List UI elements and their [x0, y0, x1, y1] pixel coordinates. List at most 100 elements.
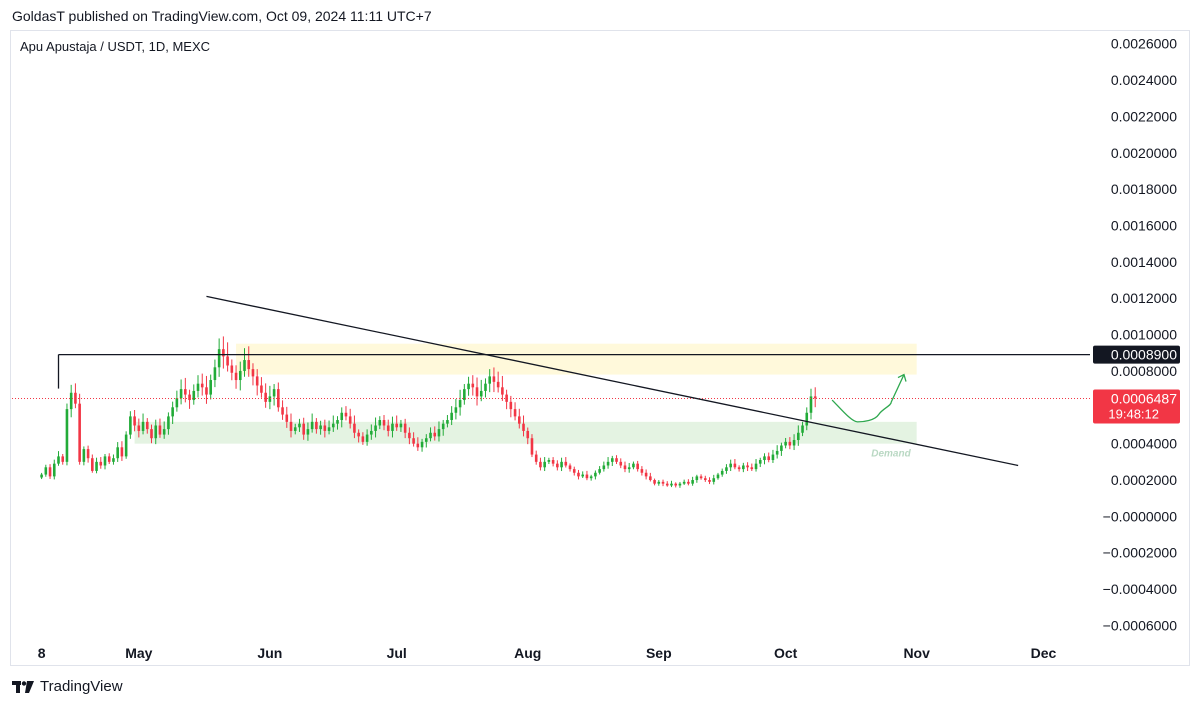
candle-body: [230, 365, 234, 373]
candle-body: [145, 421, 149, 430]
candle-body: [184, 389, 187, 395]
candle-body: [65, 409, 69, 462]
candle-body: [124, 434, 128, 457]
candle-body: [154, 425, 158, 439]
candle-body: [598, 469, 601, 473]
candle-body: [340, 412, 344, 421]
candle-body: [103, 456, 107, 466]
candle-body: [315, 421, 318, 430]
symbol-title: Apu Apustaja / USDT, 1D, MEXC: [20, 39, 211, 54]
demand-label: Demand: [871, 449, 911, 460]
candle-body: [298, 423, 301, 428]
candle-body: [441, 423, 445, 430]
candle-body: [543, 461, 546, 468]
candle-body: [403, 423, 407, 433]
candle-body: [526, 430, 530, 439]
candle-body: [801, 425, 804, 433]
candle-body: [78, 403, 81, 462]
price-tick-label: −0.0004000: [1103, 581, 1178, 597]
last-price-label: 0.0006487: [1111, 390, 1177, 406]
candle-body: [374, 425, 377, 431]
candle-body: [581, 474, 585, 477]
footer-brand[interactable]: TradingView: [12, 678, 123, 695]
candle-body: [61, 456, 65, 462]
candle-body: [361, 436, 365, 442]
candle-body: [594, 472, 597, 477]
candle-body: [556, 463, 559, 468]
drawings-layer: [12, 295, 1090, 467]
candle-body: [196, 383, 200, 391]
candle-body: [255, 376, 259, 386]
candle-body: [450, 412, 453, 421]
time-axis[interactable]: 8 May Jun Jul Aug Sep Oct Nov Dec: [38, 645, 1057, 661]
candle-body: [530, 438, 534, 455]
candle-body: [217, 349, 221, 368]
candle-body: [222, 349, 225, 357]
candle-body: [52, 463, 56, 477]
price-tick-label: 0.0026000: [1111, 36, 1177, 52]
candle-body: [158, 425, 162, 435]
candle-body: [327, 427, 331, 431]
candle-body: [247, 360, 251, 370]
candle-body: [733, 463, 737, 468]
candle-body: [496, 381, 500, 388]
candle-body: [475, 387, 479, 397]
candle-body: [40, 474, 43, 478]
candle-body: [420, 441, 424, 448]
zones-layer: Demand: [134, 343, 917, 460]
candle-body: [488, 376, 492, 384]
candle-body: [522, 423, 525, 431]
candle-body: [467, 383, 470, 390]
candle-body: [792, 440, 796, 446]
time-tick-label: Dec: [1031, 645, 1057, 661]
price-tick-label: −0.0002000: [1103, 545, 1178, 561]
countdown-label: 19:48:12: [1108, 406, 1159, 421]
candle-body: [234, 372, 238, 381]
candle-body: [86, 449, 90, 459]
candle-body: [357, 432, 360, 437]
time-tick-label: Oct: [774, 645, 798, 661]
projection-path: [831, 374, 905, 423]
price-axis[interactable]: 0.0026000 0.0024000 0.0022000 0.0020000 0.00…: [1103, 36, 1178, 634]
candle-body: [281, 407, 284, 415]
candle-body: [391, 423, 394, 431]
time-tick-label: Sep: [646, 645, 672, 661]
candle-body: [446, 420, 449, 424]
candle-body: [564, 461, 568, 466]
candle-body: [200, 383, 204, 388]
price-tick-label: 0.0010000: [1111, 327, 1177, 343]
price-tick-label: 0.0012000: [1111, 290, 1177, 306]
candle-body: [610, 458, 614, 462]
candle-body: [205, 387, 208, 395]
candle-body: [99, 461, 103, 466]
candle-body: [606, 461, 610, 466]
candles-layer: [40, 336, 817, 488]
candle-body: [758, 460, 762, 464]
candle-body: [289, 421, 293, 431]
time-tick-label: Jun: [257, 645, 282, 661]
candle-body: [272, 389, 276, 397]
candle-body: [323, 425, 327, 431]
candle-body: [619, 461, 623, 466]
candle-body: [547, 460, 551, 462]
candle-body: [484, 383, 487, 391]
candle-body: [429, 432, 432, 439]
candle-body: [386, 425, 390, 431]
candle-body: [57, 456, 60, 464]
candle-body: [306, 429, 310, 435]
candle-body: [687, 481, 690, 484]
candle-body: [167, 416, 170, 430]
level-price-badge: [1093, 345, 1180, 364]
candle-body: [424, 438, 428, 442]
candle-body: [568, 465, 572, 470]
candle-body: [517, 416, 521, 424]
candle-body: [585, 474, 589, 479]
candle-body: [150, 429, 153, 439]
candle-body: [95, 461, 98, 471]
candle-body: [175, 398, 179, 408]
candle-body: [285, 414, 289, 422]
candle-body: [513, 409, 517, 417]
candle-body: [129, 416, 132, 435]
